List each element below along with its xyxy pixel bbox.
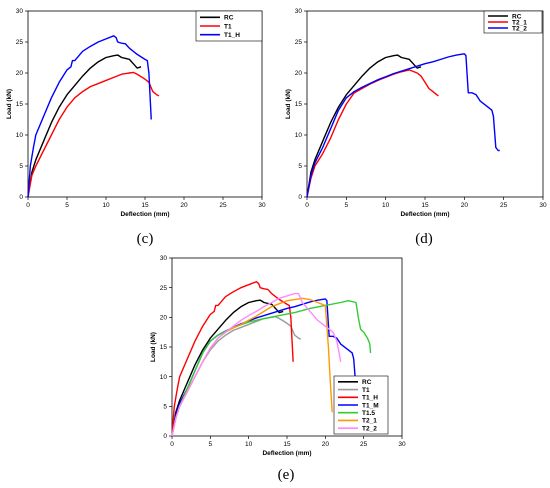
- x-tick-label: 5: [65, 202, 69, 209]
- legend-entry: T1_H: [362, 395, 378, 402]
- legend-entry: T1.5: [362, 410, 375, 417]
- chart-panel-c: 0 5 10 15 20 25 30 0 5 10 15 20 25 30 Deflection (mm) L…: [6, 8, 266, 247]
- y-axis-label: Load (kN): [150, 332, 157, 362]
- series-line-t2-2: [306, 53, 500, 198]
- x-tick-label: 15: [283, 441, 291, 448]
- y-tick-label: 0: [19, 194, 23, 201]
- y-tick-label: 30: [16, 8, 24, 15]
- x-axis-label: Deflection (mm): [262, 450, 311, 457]
- y-tick-label: 0: [163, 433, 167, 440]
- x-tick-label: 25: [219, 202, 227, 209]
- series-line-rc: [27, 54, 142, 198]
- y-tick-label: 20: [16, 70, 24, 77]
- y-tick-label: 30: [160, 255, 168, 262]
- legend-entry: T2_2: [512, 25, 527, 32]
- chart-panel-e: 0 5 10 15 20 25 30 0 5 10 15 20 25 30 Deflection (mm) L…: [150, 255, 406, 483]
- x-tick-label: 30: [398, 441, 406, 448]
- legend-box: [333, 375, 389, 435]
- series-line-t1-h: [27, 35, 152, 198]
- y-tick-label: 30: [295, 8, 303, 15]
- legend-entry: T2_1: [512, 19, 527, 26]
- x-tick-label: 0: [305, 202, 309, 209]
- x-tick-label: 30: [539, 202, 547, 209]
- x-tick-label: 0: [170, 441, 174, 448]
- legend-entry: RC: [224, 15, 234, 22]
- x-tick-label: 25: [360, 441, 368, 448]
- legend-entry: RC: [362, 379, 372, 386]
- y-tick-label: 15: [160, 344, 168, 351]
- series-line-t1: [171, 316, 302, 437]
- panel-label: (c): [137, 231, 154, 247]
- x-tick-label: 10: [245, 441, 253, 448]
- series-line-t1-5: [171, 300, 372, 437]
- y-tick-label: 15: [16, 101, 24, 108]
- y-tick-label: 0: [298, 194, 302, 201]
- panel-label: (e): [278, 467, 295, 483]
- x-tick-label: 5: [345, 202, 349, 209]
- y-tick-label: 10: [16, 132, 24, 139]
- series-line-rc: [306, 54, 422, 198]
- legend-entry: T1_H: [224, 32, 240, 39]
- y-tick-label: 20: [295, 70, 303, 77]
- series-line-rc: [171, 299, 284, 437]
- legend-entry: T2_1: [362, 418, 377, 425]
- series-line-t2-2: [171, 292, 342, 437]
- series-line-t1: [27, 71, 160, 198]
- y-tick-label: 20: [160, 315, 168, 322]
- y-tick-label: 5: [298, 163, 302, 170]
- panel-label: (d): [415, 231, 433, 247]
- x-tick-label: 10: [382, 202, 390, 209]
- x-tick-label: 5: [209, 441, 213, 448]
- x-tick-label: 15: [421, 202, 429, 209]
- x-axis-label: Deflection (mm): [120, 211, 169, 218]
- legend-entry: T1: [362, 387, 370, 394]
- chart-panel-d: 0 5 10 15 20 25 30 0 5 10 15 20 25 30 Deflection (mm) L…: [285, 8, 547, 247]
- x-axis-label: Deflection (mm): [400, 211, 449, 218]
- y-tick-label: 25: [295, 39, 303, 46]
- y-tick-label: 25: [160, 285, 168, 292]
- y-tick-label: 10: [160, 374, 168, 381]
- x-tick-label: 30: [258, 202, 266, 209]
- y-tick-label: 5: [163, 404, 167, 411]
- y-axis-label: Load (kN): [6, 89, 13, 119]
- y-tick-label: 10: [295, 132, 303, 139]
- series-line-t1-h: [171, 281, 294, 437]
- y-axis-label: Load (kN): [285, 89, 292, 119]
- legend-entry: T1: [224, 23, 232, 30]
- legend-entry: T1_M: [362, 402, 379, 409]
- legend-entry: T2_2: [362, 425, 377, 432]
- legend-entry: RC: [512, 13, 522, 20]
- x-tick-label: 20: [322, 441, 330, 448]
- x-tick-label: 20: [461, 202, 469, 209]
- x-tick-label: 25: [500, 202, 508, 209]
- x-tick-label: 0: [26, 202, 30, 209]
- x-tick-label: 15: [141, 202, 149, 209]
- y-tick-label: 5: [19, 163, 23, 170]
- y-tick-label: 15: [295, 101, 303, 108]
- x-tick-label: 20: [180, 202, 188, 209]
- y-tick-label: 25: [16, 39, 24, 46]
- x-tick-label: 10: [102, 202, 110, 209]
